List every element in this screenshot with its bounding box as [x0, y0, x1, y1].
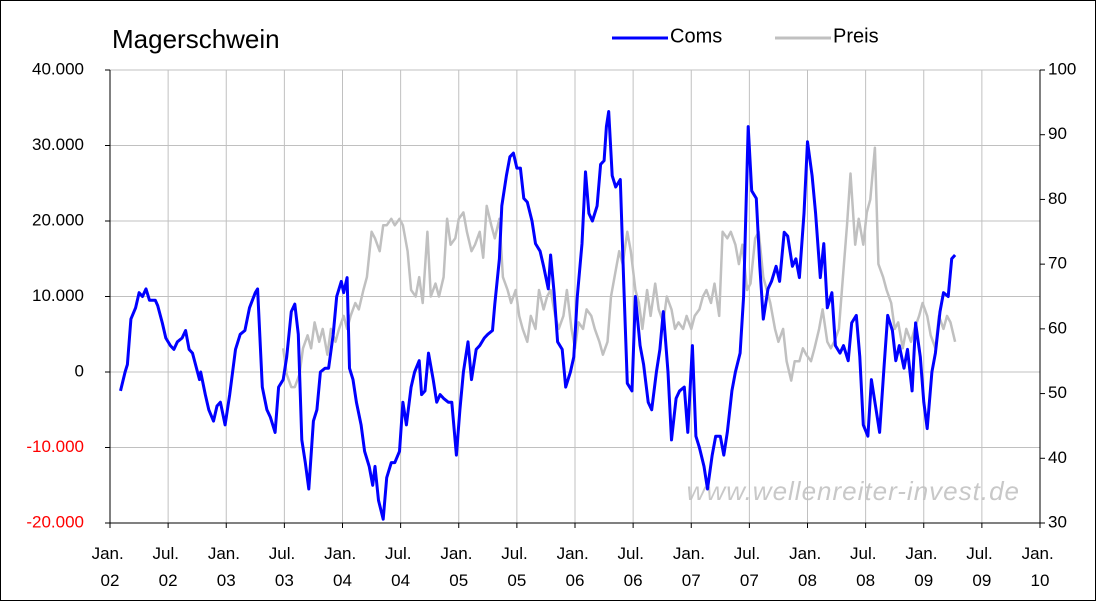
- y2-tick-label: 50: [1048, 383, 1067, 402]
- x-tick-label: Jul. 07: [734, 544, 765, 590]
- y2-tick-label: 90: [1048, 124, 1067, 143]
- x-tick-label: Jul. 09: [966, 544, 997, 590]
- y2-tick-label: 40: [1048, 448, 1067, 467]
- x-tick-label: Jan. 09: [905, 544, 942, 590]
- y2-tick-label: 100: [1048, 59, 1076, 78]
- x-tick-label: Jan. 03: [208, 544, 245, 590]
- x-tick-label: Jul. 05: [501, 544, 532, 590]
- y-tick-label: -10.000: [26, 437, 84, 456]
- y-tick-label: -20.000: [26, 512, 84, 531]
- y2-tick-label: 80: [1048, 189, 1067, 208]
- y-tick-label: 20.000: [32, 210, 84, 229]
- y-tick-label: 10.000: [32, 286, 84, 305]
- legend-label: Preis: [833, 25, 879, 47]
- y2-tick-label: 60: [1048, 318, 1067, 337]
- x-tick-label: Jan. 02: [92, 544, 129, 590]
- x-tick-label: Jan. 05: [440, 544, 477, 590]
- y2-tick-label: 30: [1048, 512, 1067, 531]
- x-tick-label: Jan. 06: [557, 544, 594, 590]
- chart-title: Magerschwein: [112, 24, 280, 54]
- y-tick-label: 0: [75, 361, 84, 380]
- x-tick-label: Jul. 06: [618, 544, 649, 590]
- watermark: www.wellenreiter-invest.de: [687, 476, 1020, 506]
- x-tick-label: Jan. 10: [1022, 544, 1059, 590]
- x-tick-label: Jan. 04: [324, 544, 361, 590]
- y2-tick-label: 70: [1048, 254, 1067, 273]
- y-tick-label: 40.000: [32, 59, 84, 78]
- x-tick-label: Jan. 07: [673, 544, 710, 590]
- x-tick-label: Jul. 04: [385, 544, 416, 590]
- series-line: [281, 146, 957, 389]
- x-tick-label: Jan. 08: [789, 544, 826, 590]
- y-tick-label: 30.000: [32, 135, 84, 154]
- series-line: [119, 110, 957, 521]
- x-tick-label: Jul. 08: [850, 544, 881, 590]
- x-tick-label: Jul. 03: [269, 544, 300, 590]
- x-tick-label: Jul. 02: [153, 544, 184, 590]
- legend-label: Coms: [670, 25, 722, 47]
